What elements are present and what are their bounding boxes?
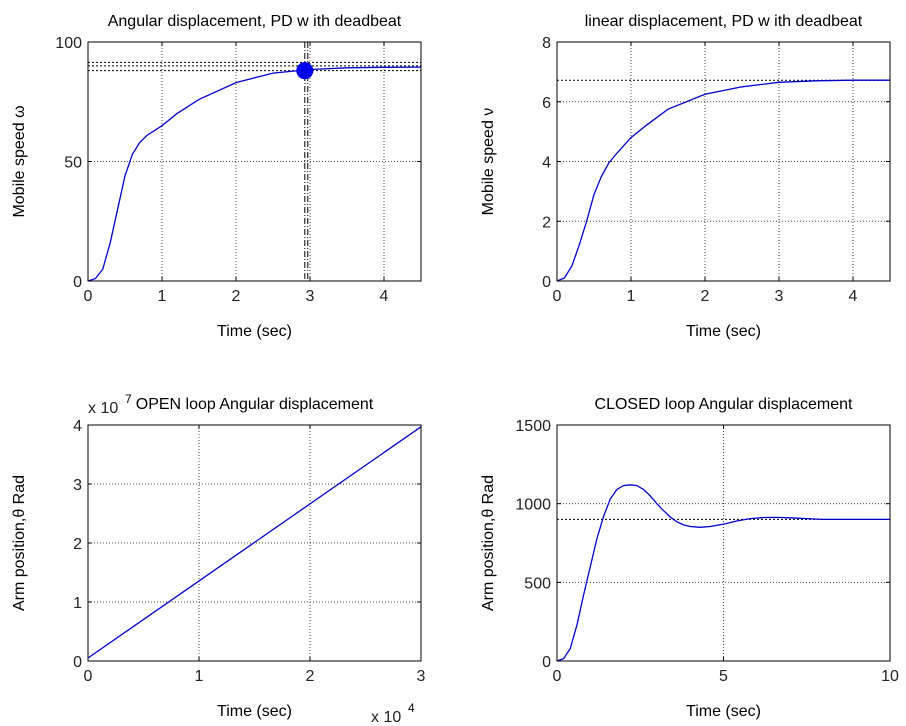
chart-title: linear displacement, PD w ith deadbeat (585, 13, 863, 30)
y-tick-label: 100 (55, 35, 82, 52)
y-axis-label: Arm position,θ Rad (11, 475, 28, 611)
y-axis-label: Mobile speed ν (480, 108, 497, 216)
x-tick-label: 2 (306, 668, 315, 685)
plot-area (557, 42, 890, 281)
x-tick-label: 3 (775, 288, 784, 305)
x-tick-label: 1 (195, 668, 204, 685)
y-tick-label: 0 (542, 274, 551, 291)
x-axis-label: Time (sec) (217, 323, 292, 340)
y-tick-label: 3 (73, 477, 82, 494)
x-tick-label: 3 (306, 288, 315, 305)
chart-title: CLOSED loop Angular displacement (595, 396, 853, 413)
y-tick-label: 50 (64, 155, 82, 172)
y-tick-label: 8 (542, 35, 551, 52)
x-tick-label: 0 (553, 288, 562, 305)
chart-4: 0 5 10 0 500 1000 1500 CLOSED loop Angular disp… (480, 396, 899, 720)
x-multiplier-exponent: 4 (408, 701, 415, 715)
y-tick-label: 0 (73, 274, 82, 291)
y-tick-label: 0 (73, 654, 82, 671)
x-tick-label: 2 (232, 288, 241, 305)
x-tick-label: 0 (84, 668, 93, 685)
x-tick-label: 0 (84, 288, 93, 305)
x-tick-label: 5 (719, 668, 728, 685)
data-marker (296, 62, 314, 80)
x-tick-label: 1 (158, 288, 167, 305)
series-line (556, 484, 890, 662)
y-axis-label: Mobile speed ω (11, 105, 28, 217)
y-tick-label: 0 (542, 654, 551, 671)
series-line (87, 426, 422, 659)
x-tick-label: 3 (417, 668, 426, 685)
y-tick-label: 2 (542, 214, 551, 231)
x-tick-label: 0 (553, 668, 562, 685)
series-line (556, 79, 890, 282)
chart-2: 0 1 2 3 4 0 2 4 6 8 linear displacement, PD w ith … (480, 13, 891, 340)
y-tick-label: 2 (73, 536, 82, 553)
y-multiplier-exponent: 7 (125, 392, 132, 406)
y-tick-label: 4 (73, 418, 82, 435)
x-tick-label: 4 (849, 288, 858, 305)
x-axis-label: Time (sec) (217, 703, 292, 720)
x-axis-label: Time (sec) (686, 323, 761, 340)
x-tick-label: 10 (881, 668, 899, 685)
x-multiplier-label: x 10 (371, 709, 401, 726)
x-tick-label: 4 (380, 288, 389, 305)
chart-title: Angular displacement, PD w ith deadbeat (108, 13, 402, 30)
x-axis-label: Time (sec) (686, 703, 761, 720)
y-axis-label: Arm position,θ Rad (480, 475, 497, 611)
y-tick-label: 6 (542, 95, 551, 112)
plot-area (88, 42, 421, 281)
y-tick-label: 500 (524, 575, 551, 592)
y-tick-label: 1 (73, 595, 82, 612)
y-multiplier-label: x 10 (88, 400, 118, 417)
chart-title: OPEN loop Angular displacement (136, 396, 374, 413)
y-tick-label: 4 (542, 155, 551, 172)
series-line (87, 66, 422, 282)
x-tick-label: 1 (627, 288, 636, 305)
chart-1: 0 1 2 3 4 0 50 100 Angular displacement, PD w it… (11, 13, 422, 340)
y-tick-label: 1500 (515, 418, 551, 435)
x-tick-label: 2 (701, 288, 710, 305)
chart-3: 0 1 2 3 0 1 2 3 4 OPEN loop Angular displacement T… (11, 392, 426, 726)
y-tick-label: 1000 (515, 497, 551, 514)
